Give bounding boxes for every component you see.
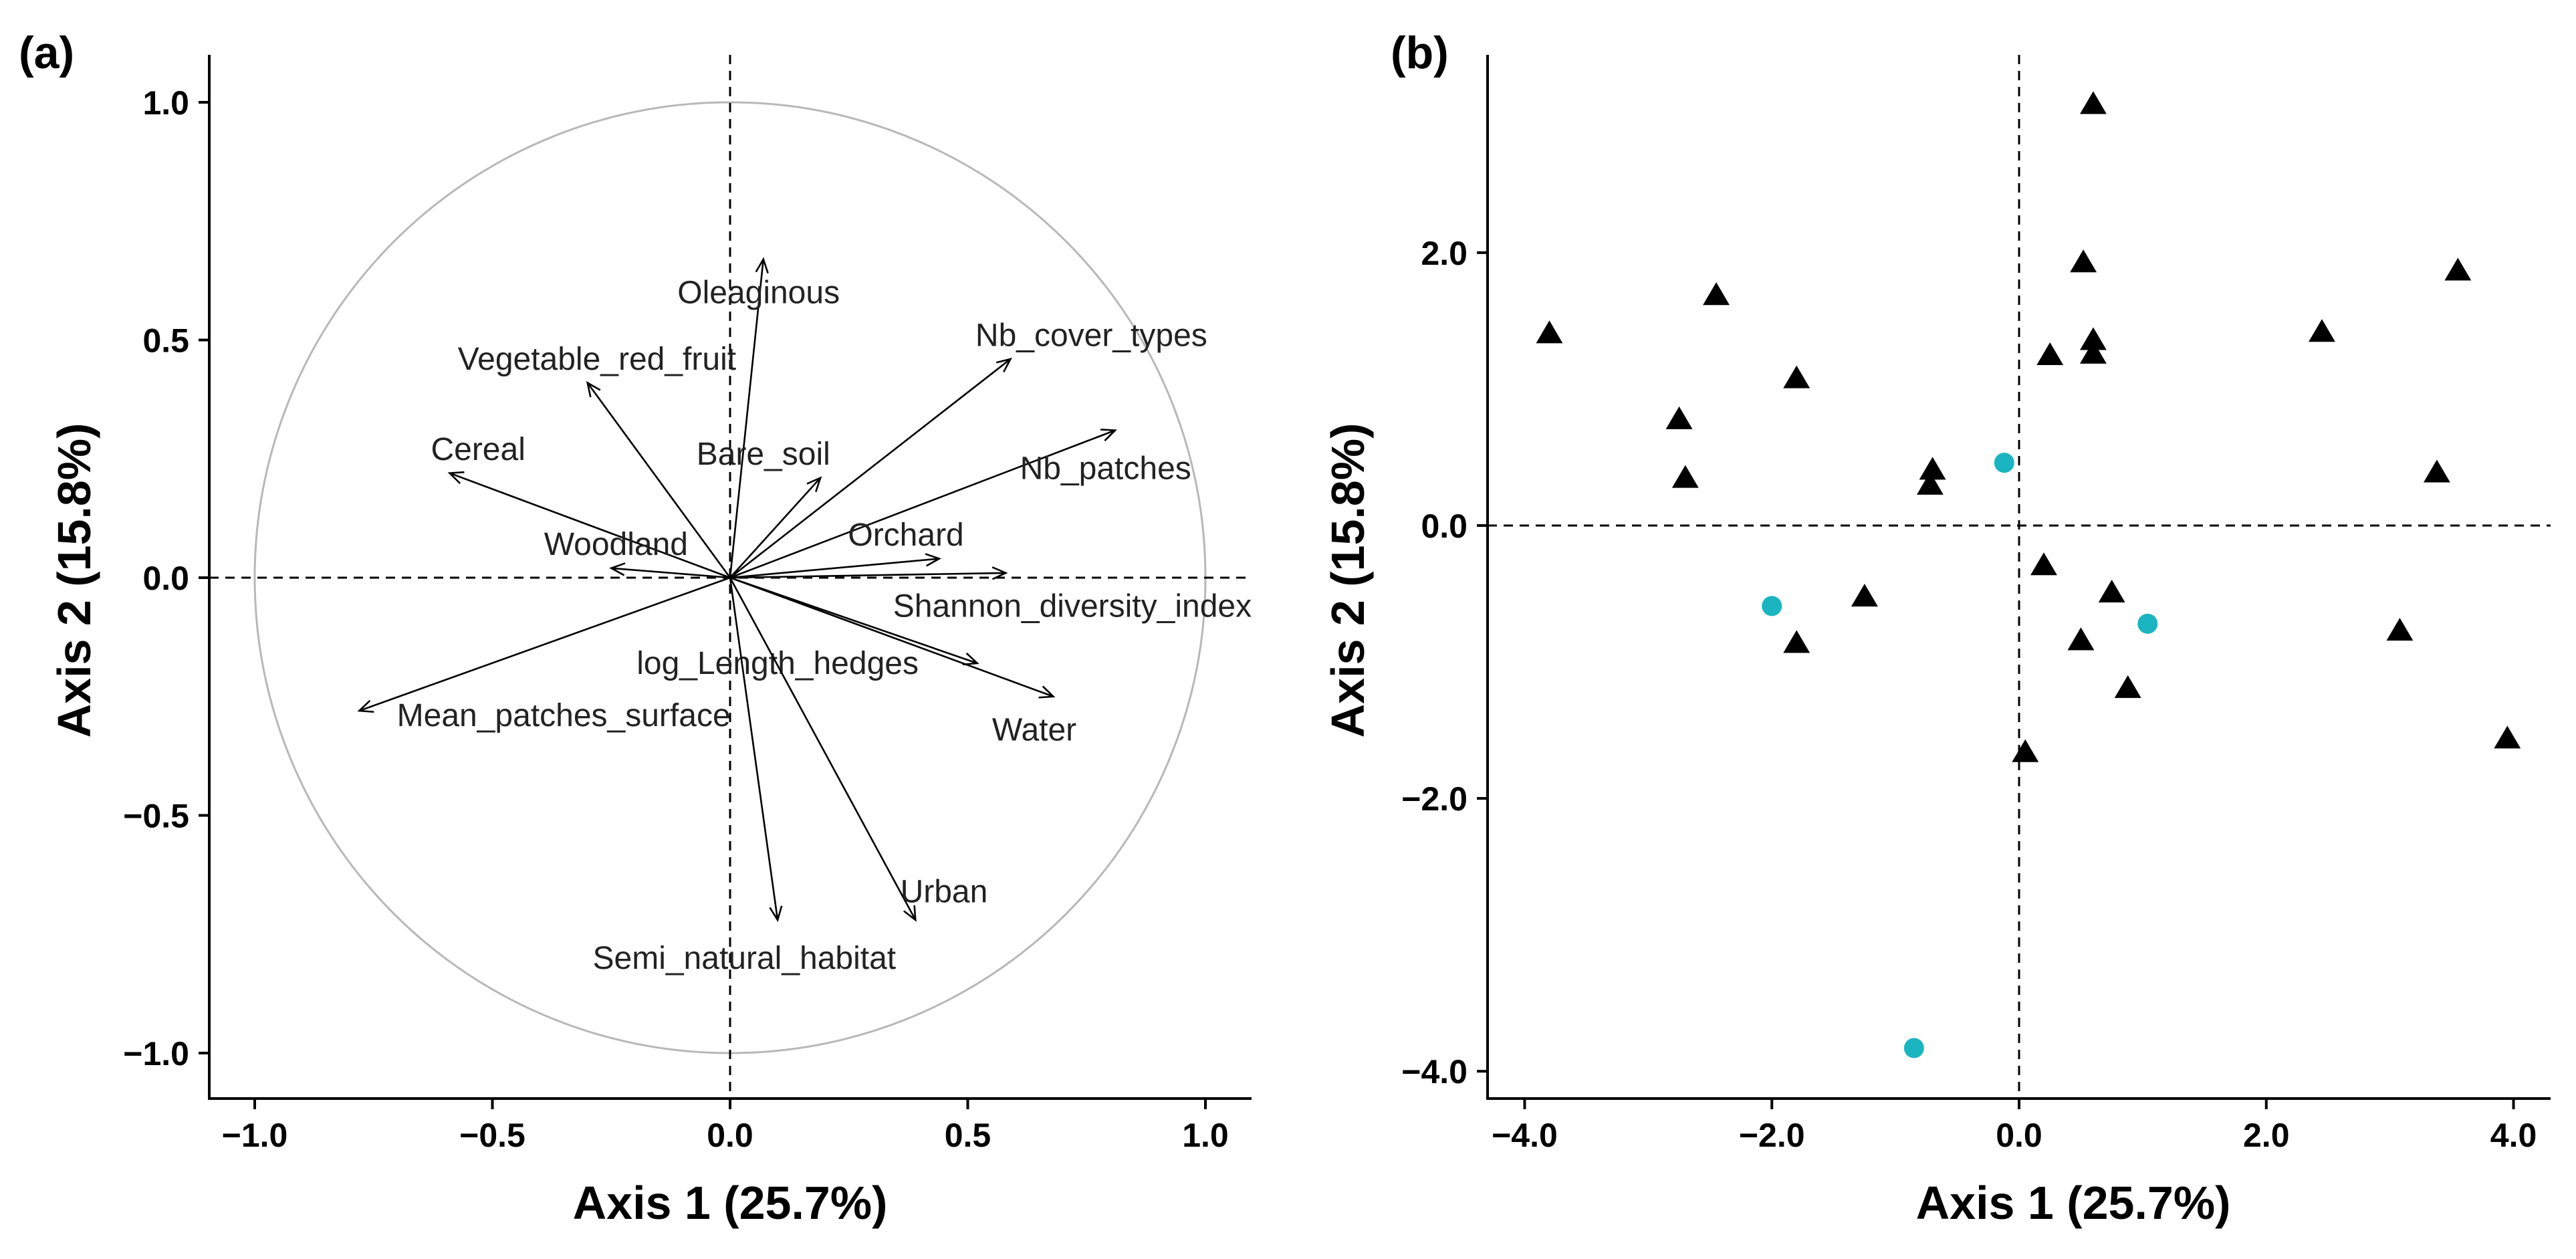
vector-label-urban: Urban: [901, 874, 988, 909]
vector-water: [729, 576, 1056, 699]
panel-b-x-tick-label: 0.0: [1996, 1117, 2042, 1154]
triangle-point: [2079, 327, 2107, 350]
panel-b-y-tick-label: 2.0: [1421, 235, 1468, 272]
panel-a-y-tick-label: 0.5: [142, 322, 189, 360]
triangle-point: [1851, 584, 1878, 607]
panel-a-axes: [208, 55, 1252, 1100]
vector-orchard: [729, 553, 942, 579]
panel-a-y-tick-label: −1.0: [123, 1035, 189, 1072]
vector-label-bare-soil: Bare_soil: [697, 437, 830, 472]
panel-a-x-axis-title: Axis 1 (25.7%): [573, 1177, 888, 1229]
vector-label-woodland: Woodland: [544, 527, 688, 562]
circle-point: [1762, 596, 1782, 616]
circle-point: [2137, 613, 2158, 634]
panel-a-x-tick-label: 1.0: [1182, 1117, 1229, 1154]
vector-oleaginous: [729, 257, 769, 578]
vector-label-mean-patches-surface: Mean_patches_surface: [397, 698, 731, 733]
vector-label-semi-natural-habitat: Semi_natural_habitat: [593, 941, 897, 976]
panel-a-y-axis-title: Axis 2 (15.8%): [48, 423, 100, 738]
panel-a-x-tick-label: −1.0: [222, 1117, 288, 1154]
triangle-point: [2067, 627, 2095, 651]
vector-label-orchard: Orchard: [848, 518, 963, 553]
triangle-point: [2030, 552, 2057, 576]
panel-a: (a) −1.0 −0.5 0.0 0.5 1.0 −1.0 −0.5 0.0 0.5 1.0 O…: [19, 27, 1252, 1229]
vector-nb-cover-types: [729, 357, 1013, 579]
panel-a-label: (a): [19, 27, 74, 78]
triangle-point: [2012, 739, 2039, 762]
panel-b-x-axis-title: Axis 1 (25.7%): [1916, 1177, 2231, 1229]
vector-cereal: [447, 471, 731, 579]
panel-b-x-tick-label: 4.0: [2490, 1117, 2537, 1154]
triangle-point: [1671, 465, 1699, 488]
triangle-point: [2079, 91, 2107, 114]
panel-b-y-tick-label: 0.0: [1421, 507, 1468, 545]
triangle-point: [1783, 630, 1810, 653]
vector-label-water: Water: [992, 713, 1076, 748]
triangle-point: [2423, 459, 2450, 483]
vector-nb-patches: [729, 429, 1117, 579]
triangle-point: [2114, 675, 2141, 698]
triangle-point: [1916, 471, 1944, 495]
panel-b-y-axis-title: Axis 2 (15.8%): [1322, 423, 1374, 738]
vector-label-vegetable-red-fruit: Vegetable_red_fruit: [458, 342, 736, 377]
panel-a-y-tick-label: 1.0: [142, 84, 189, 122]
panel-b-x-tick-label: −2.0: [1739, 1117, 1805, 1154]
triangle-point: [2444, 257, 2472, 281]
panel-a-x-tick-label: 0.5: [945, 1117, 991, 1154]
panel-b-x-tick-label: −4.0: [1492, 1117, 1558, 1154]
triangle-point: [1665, 406, 1693, 429]
panel-b: (b) −4.0 −2.0 0.0 2.0 4.0 −4.0 −2.0 0.0 2.0 Axis…: [1322, 27, 2551, 1229]
vector-label-nb-patches: Nb_patches: [1020, 451, 1191, 486]
panel-a-x-tick-label: 0.0: [707, 1117, 753, 1154]
triangle-point: [1783, 365, 1810, 388]
panel-b-y-tick-label: −4.0: [1401, 1053, 1468, 1091]
triangle-point: [1536, 320, 1563, 344]
panel-a-y-tick-label: 0.0: [142, 560, 189, 597]
vector-bare-soil: [729, 476, 822, 578]
vector-label-nb-cover-types: Nb_cover_types: [975, 318, 1207, 353]
panel-b-x-tick-label: 2.0: [2243, 1117, 2290, 1154]
triangle-point: [2386, 618, 2414, 641]
vector-label-cereal: Cereal: [431, 432, 525, 467]
circle-point: [1903, 1038, 1924, 1058]
triangle-point: [2036, 342, 2064, 365]
vector-label-oleaginous: Oleaginous: [677, 275, 840, 310]
triangle-point: [2098, 580, 2125, 603]
triangle-point: [2070, 249, 2097, 273]
triangle-point: [1919, 457, 1946, 480]
panel-b-axes: [1486, 55, 2551, 1100]
vector-shannon-diversity-index: [729, 566, 1008, 580]
vector-semi-natural-habitat: [729, 577, 783, 923]
panel-b-label: (b): [1391, 27, 1449, 78]
vector-label-shannon-diversity-index: Shannon_diversity_index: [893, 589, 1252, 624]
triangle-point: [1703, 282, 1730, 306]
panel-a-x-tick-label: −0.5: [459, 1117, 525, 1154]
circle-point: [1994, 453, 2014, 473]
triangle-point: [2309, 319, 2335, 342]
panel-b-y-tick-label: −2.0: [1401, 780, 1468, 818]
vector-woodland: [609, 562, 731, 579]
panel-a-y-tick-label: −0.5: [123, 798, 189, 835]
triangle-point: [2079, 340, 2107, 364]
vector-vegetable-red-fruit: [586, 380, 731, 578]
triangle-point: [2494, 725, 2521, 749]
vector-label-log-length-hedges: log_Length_hedges: [636, 646, 919, 681]
vector-urban: [729, 577, 917, 922]
vector-mean-patches-surface: [357, 576, 731, 713]
